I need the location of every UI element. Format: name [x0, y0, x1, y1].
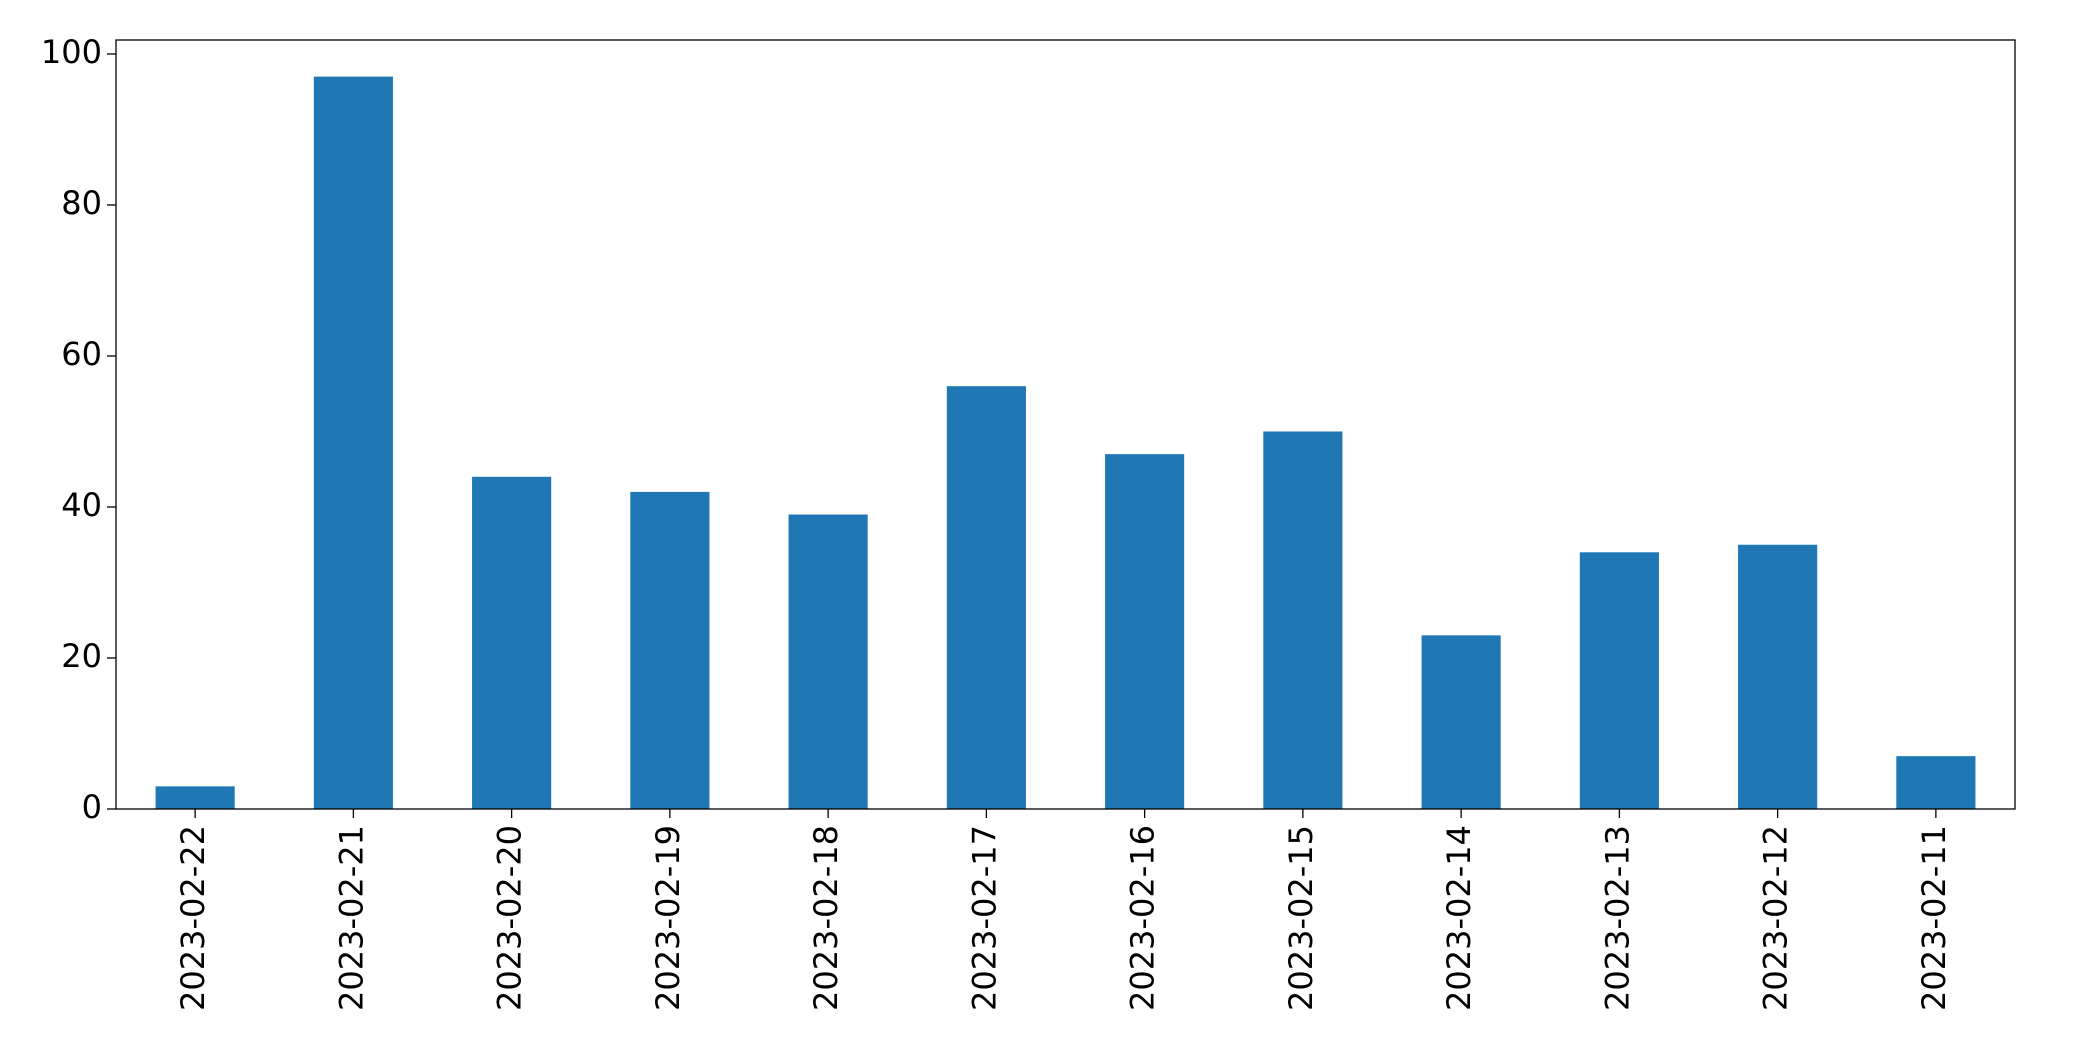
bar [788, 514, 868, 809]
bar [1896, 756, 1976, 809]
y-tick-label: 100 [41, 33, 102, 71]
bar [1738, 544, 1818, 809]
y-tick-label: 0 [82, 788, 102, 826]
plot-frame [115, 39, 2016, 810]
bar [1421, 635, 1501, 809]
x-tick-label: 2023-02-15 [1282, 825, 1320, 1011]
y-tick-label: 40 [61, 486, 102, 524]
bar [630, 491, 710, 809]
x-tick-label: 2023-02-11 [1915, 825, 1953, 1011]
x-tick-label: 2023-02-18 [807, 825, 845, 1011]
x-tick-label: 2023-02-13 [1598, 825, 1636, 1011]
bar [313, 76, 393, 810]
x-tick-label: 2023-02-12 [1757, 825, 1795, 1011]
bar [155, 786, 235, 809]
x-tick-label: 2023-02-20 [491, 825, 529, 1011]
y-tick-label: 20 [61, 637, 102, 675]
bar [1263, 431, 1343, 809]
y-tick-label: 60 [61, 335, 102, 373]
x-tick-label: 2023-02-16 [1124, 825, 1162, 1011]
x-tick-label: 2023-02-19 [649, 825, 687, 1011]
x-tick-label: 2023-02-22 [174, 825, 212, 1011]
x-tick-label: 2023-02-17 [965, 825, 1003, 1011]
bar [1579, 552, 1659, 809]
y-tick-label: 80 [61, 184, 102, 222]
bar [946, 386, 1026, 809]
bar [1105, 454, 1185, 809]
bar [472, 476, 552, 809]
x-tick-label: 2023-02-21 [332, 825, 370, 1011]
x-tick-label: 2023-02-14 [1440, 825, 1478, 1011]
